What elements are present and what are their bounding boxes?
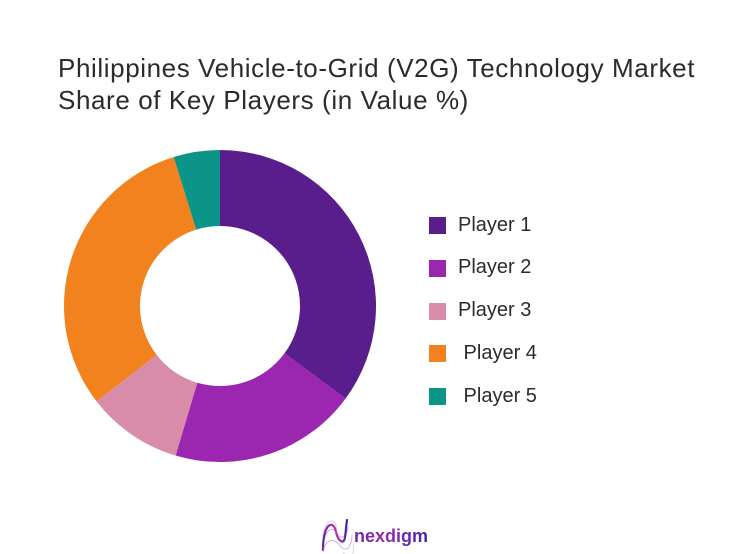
svg-text:nexdigm: nexdigm <box>354 526 428 546</box>
